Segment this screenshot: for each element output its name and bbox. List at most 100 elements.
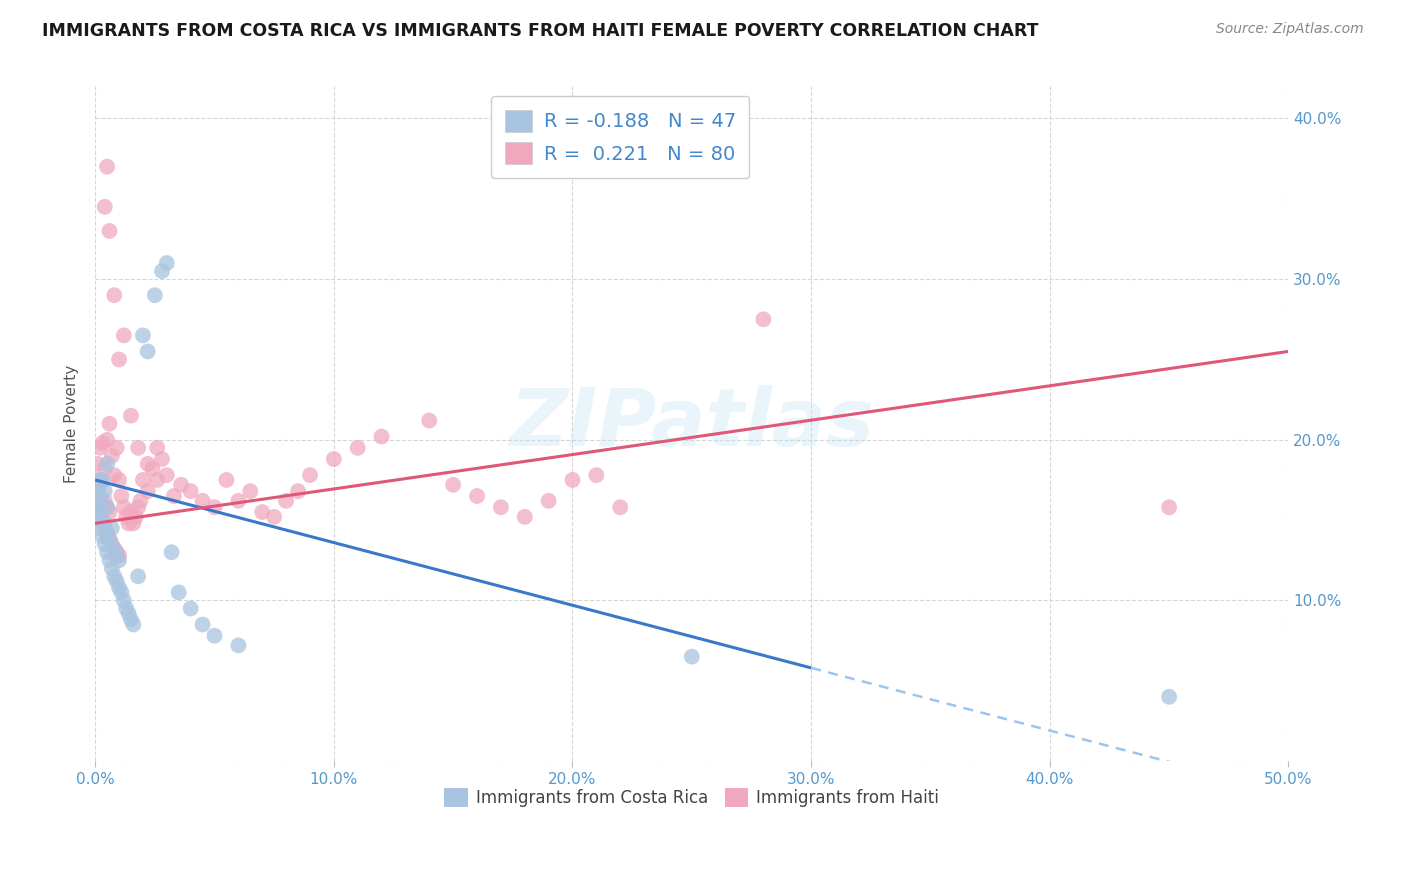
- Point: [98, 224, 121, 238]
- Point: [91, 516, 114, 531]
- Point: [101, 449, 124, 463]
- Point: [146, 473, 169, 487]
- Point: [441, 477, 464, 491]
- Point: [103, 468, 125, 483]
- Point: [585, 468, 607, 483]
- Point: [537, 493, 560, 508]
- Text: IMMIGRANTS FROM COSTA RICA VS IMMIGRANTS FROM HAITI FEMALE POVERTY CORRELATION C: IMMIGRANTS FROM COSTA RICA VS IMMIGRANTS…: [42, 22, 1039, 40]
- Point: [105, 441, 128, 455]
- Point: [136, 457, 159, 471]
- Point: [513, 509, 536, 524]
- Point: [86, 457, 108, 471]
- Point: [156, 468, 179, 483]
- Point: [86, 473, 108, 487]
- Point: [752, 312, 775, 326]
- Point: [132, 328, 155, 343]
- Point: [89, 489, 111, 503]
- Point: [287, 484, 309, 499]
- Point: [160, 545, 183, 559]
- Point: [136, 484, 159, 499]
- Point: [228, 639, 250, 653]
- Point: [96, 433, 118, 447]
- Point: [125, 509, 148, 524]
- Text: Source: ZipAtlas.com: Source: ZipAtlas.com: [1216, 22, 1364, 37]
- Point: [96, 500, 118, 515]
- Point: [96, 457, 118, 471]
- Point: [112, 593, 135, 607]
- Point: [98, 533, 121, 547]
- Point: [465, 489, 488, 503]
- Point: [120, 613, 142, 627]
- Point: [96, 500, 118, 515]
- Point: [89, 493, 111, 508]
- Point: [180, 601, 202, 615]
- Point: [132, 473, 155, 487]
- Point: [141, 461, 163, 475]
- Point: [609, 500, 631, 515]
- Point: [93, 521, 115, 535]
- Point: [96, 545, 118, 559]
- Point: [101, 537, 124, 551]
- Point: [191, 493, 214, 508]
- Point: [418, 413, 440, 427]
- Point: [122, 617, 145, 632]
- Point: [180, 484, 202, 499]
- Point: [112, 500, 135, 515]
- Point: [96, 160, 118, 174]
- Point: [115, 509, 138, 524]
- Point: [101, 561, 124, 575]
- Point: [86, 497, 108, 511]
- Point: [191, 617, 214, 632]
- Point: [204, 500, 226, 515]
- Point: [274, 493, 297, 508]
- Point: [96, 525, 118, 540]
- Point: [108, 553, 131, 567]
- Point: [115, 601, 138, 615]
- Point: [120, 505, 142, 519]
- Point: [98, 553, 121, 567]
- Point: [86, 489, 108, 503]
- Point: [98, 533, 121, 547]
- Point: [98, 417, 121, 431]
- Point: [91, 500, 114, 515]
- Point: [156, 256, 179, 270]
- Point: [122, 516, 145, 531]
- Point: [167, 585, 190, 599]
- Point: [370, 429, 392, 443]
- Point: [228, 493, 250, 508]
- Point: [108, 549, 131, 563]
- Point: [89, 505, 111, 519]
- Point: [346, 441, 368, 455]
- Point: [96, 529, 118, 543]
- Point: [143, 288, 166, 302]
- Point: [89, 509, 111, 524]
- Point: [89, 477, 111, 491]
- Point: [204, 629, 226, 643]
- Point: [105, 545, 128, 559]
- Point: [93, 493, 115, 508]
- Point: [108, 352, 131, 367]
- Point: [127, 569, 149, 583]
- Point: [101, 521, 124, 535]
- Point: [108, 473, 131, 487]
- Point: [117, 607, 139, 621]
- Point: [91, 513, 114, 527]
- Point: [150, 452, 173, 467]
- Y-axis label: Female Poverty: Female Poverty: [65, 365, 79, 483]
- Point: [215, 473, 238, 487]
- Point: [561, 473, 583, 487]
- Point: [239, 484, 262, 499]
- Point: [322, 452, 344, 467]
- Point: [136, 344, 159, 359]
- Point: [263, 509, 285, 524]
- Point: [93, 537, 115, 551]
- Text: ZIPatlas: ZIPatlas: [509, 384, 875, 463]
- Point: [89, 521, 111, 535]
- Point: [89, 441, 111, 455]
- Point: [91, 473, 114, 487]
- Point: [108, 581, 131, 595]
- Point: [117, 516, 139, 531]
- Point: [105, 574, 128, 589]
- Point: [89, 473, 111, 487]
- Point: [103, 288, 125, 302]
